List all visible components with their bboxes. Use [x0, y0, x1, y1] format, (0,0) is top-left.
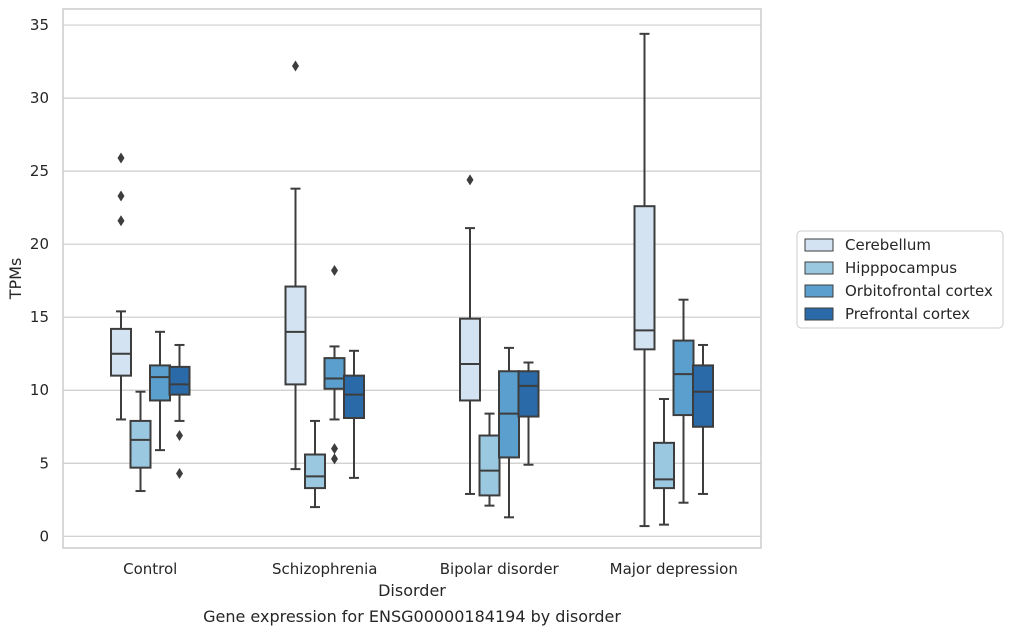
chart-marks — [110, 32, 714, 528]
x-tick-label: Schizophrenia — [272, 560, 377, 578]
y-tick-label: 25 — [30, 162, 49, 180]
box-group — [633, 32, 656, 528]
box-group — [110, 152, 132, 421]
box-group — [672, 298, 695, 504]
box — [284, 285, 307, 386]
box-group — [149, 330, 171, 452]
box — [323, 357, 346, 390]
outlier-point — [331, 443, 338, 455]
chart-title: Gene expression for ENSG00000184194 by d… — [203, 607, 621, 626]
outlier-point — [292, 60, 299, 72]
box — [459, 317, 481, 402]
box-group — [692, 343, 714, 495]
legend-swatch — [804, 261, 834, 275]
outlier-point — [466, 174, 474, 186]
box — [633, 205, 656, 351]
y-axis-label: TPMs — [6, 258, 25, 301]
y-tick-label: 35 — [30, 16, 49, 34]
legend: Cerebellum Hipppocampus Orbitofrontal cort… — [796, 230, 1004, 329]
legend-swatch — [804, 284, 834, 298]
outlier-point — [331, 264, 338, 276]
box — [129, 419, 152, 469]
box-group — [459, 174, 481, 495]
box-group — [129, 390, 152, 493]
y-tick-label: 10 — [30, 381, 49, 399]
box-group — [478, 412, 501, 507]
x-axis-ticks: Control Schizophrenia Bipolar disorder Majo… — [123, 560, 738, 578]
plot-frame — [62, 8, 762, 549]
outlier-point — [331, 453, 338, 465]
legend-label: Cerebellum — [845, 236, 931, 254]
outlier-point — [176, 430, 183, 442]
box — [672, 339, 695, 417]
legend-label: Orbitofrontal cortex — [845, 282, 993, 300]
box-group — [323, 264, 346, 465]
outlier-point — [117, 152, 125, 164]
box-group — [517, 361, 540, 466]
y-tick-label: 0 — [39, 527, 49, 545]
box — [517, 370, 540, 418]
box — [653, 441, 675, 490]
box — [478, 434, 501, 497]
y-axis-ticks: 0 5 10 15 20 25 30 35 — [30, 16, 49, 545]
legend-box — [796, 230, 1004, 329]
box-group — [653, 398, 675, 526]
x-tick-label: Major depression — [610, 560, 738, 578]
box-group — [304, 419, 326, 509]
x-axis-label: Disorder — [378, 581, 446, 600]
outlier-point — [176, 468, 183, 480]
box — [168, 365, 191, 396]
box-group — [498, 346, 520, 519]
box — [110, 327, 132, 377]
box — [304, 453, 326, 490]
legend-swatch — [804, 307, 834, 321]
box — [149, 364, 171, 402]
box-group — [168, 343, 191, 480]
box-group — [343, 349, 365, 479]
x-tick-label: Bipolar disorder — [440, 560, 560, 578]
outlier-point — [117, 215, 125, 227]
legend-label: Prefrontal cortex — [845, 305, 970, 323]
box — [343, 374, 365, 419]
y-tick-label: 30 — [30, 89, 49, 107]
outlier-point — [117, 190, 125, 202]
legend-label: Hipppocampus — [845, 259, 957, 277]
y-tick-label: 20 — [30, 235, 49, 253]
legend-swatch — [804, 238, 834, 252]
box-group — [284, 60, 307, 471]
y-tick-label: 15 — [30, 308, 49, 326]
box — [692, 364, 714, 428]
x-tick-label: Control — [123, 560, 177, 578]
y-tick-label: 5 — [39, 454, 49, 472]
